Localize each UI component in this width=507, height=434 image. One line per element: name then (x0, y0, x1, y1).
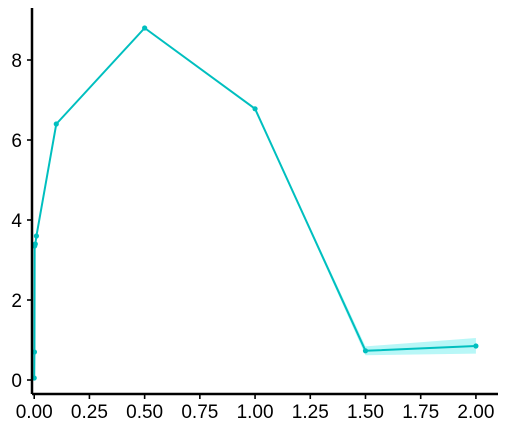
y-axis-ticks: 0 2 4 6 8 (11, 51, 32, 392)
x-tick-label: 0.00 (16, 402, 53, 423)
x-tick-label: 2.00 (457, 402, 494, 423)
y-tick-label: 6 (11, 131, 22, 152)
x-tick-label: 1.25 (292, 402, 329, 423)
x-tick-label: 1.50 (347, 402, 384, 423)
series-0-point-4 (33, 233, 40, 239)
y-tick-label: 2 (11, 291, 22, 312)
series-0-point-8 (362, 348, 369, 354)
y-tick-label: 4 (11, 211, 22, 232)
x-tick-label: 0.75 (181, 402, 218, 423)
series-0-confidence-band (34, 28, 476, 378)
y-tick-label: 0 (11, 371, 22, 392)
data-point-layer (31, 25, 479, 381)
x-tick-label: 0.25 (71, 402, 108, 423)
y-tick-label: 8 (11, 51, 22, 72)
series-0-point-7 (252, 106, 258, 112)
series-line-layer (33, 27, 476, 379)
x-axis-ticks: 0.00 0.25 0.50 0.75 1.00 1.25 1.50 1.75 2.00 (16, 394, 494, 423)
series-0-point-6 (142, 25, 148, 31)
x-tick-label: 0.50 (126, 402, 163, 423)
series-0-point-9 (473, 343, 479, 349)
series-0-point-3 (32, 241, 38, 247)
x-tick-label: 1.75 (402, 402, 439, 423)
series-0-line (33, 27, 476, 379)
x-tick-label: 1.00 (237, 402, 274, 423)
confidence-band-layer (34, 28, 476, 378)
series-0-point-5 (53, 121, 59, 127)
